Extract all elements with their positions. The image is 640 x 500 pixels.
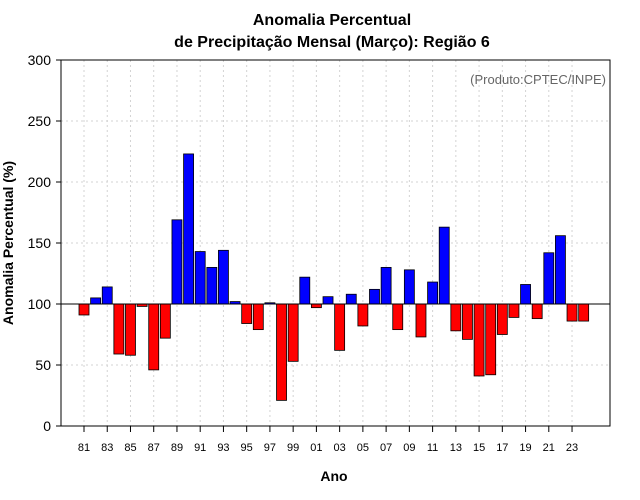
x-tick-label: 11 bbox=[427, 442, 438, 454]
x-tick-label: 01 bbox=[310, 442, 322, 454]
chart-title-line1: Anomalia Percentual bbox=[253, 12, 411, 29]
x-tick-label: 97 bbox=[264, 442, 276, 454]
bar-2014 bbox=[462, 303, 473, 340]
x-axis: 81 83 85 87 89 91 93 95 97 99 01 03 05 07 09 11 13 15 17 19… bbox=[78, 426, 578, 454]
x-tick-label: 17 bbox=[496, 442, 508, 454]
y-tick-label: 200 bbox=[28, 174, 52, 190]
x-axis-label: Ano bbox=[320, 468, 347, 484]
y-tick-label: 150 bbox=[28, 235, 52, 251]
bar-2009 bbox=[403, 269, 415, 305]
x-tick-label: 83 bbox=[101, 442, 113, 454]
bar-1983 bbox=[101, 286, 113, 305]
bar-2023 bbox=[566, 303, 578, 322]
x-tick-label: 87 bbox=[148, 442, 160, 454]
bar-1990 bbox=[183, 153, 194, 305]
y-tick-label: 300 bbox=[28, 52, 52, 68]
bar-2024 bbox=[578, 303, 590, 322]
x-tick-label: 85 bbox=[124, 442, 136, 454]
y-tick-label: 250 bbox=[28, 113, 52, 129]
bar-2004 bbox=[345, 293, 357, 305]
bar-1985 bbox=[125, 303, 136, 356]
x-tick-label: 91 bbox=[194, 442, 206, 454]
chart-title-line2: de Precipitação Mensal (Março): Região 6 bbox=[174, 34, 490, 51]
bar-2018 bbox=[508, 303, 520, 318]
x-tick-label: 89 bbox=[171, 442, 183, 454]
bar-2006 bbox=[369, 288, 380, 305]
bar-2020 bbox=[531, 303, 543, 320]
bar-1989 bbox=[171, 219, 183, 305]
bar-2015 bbox=[473, 303, 485, 377]
bar-1987 bbox=[148, 303, 160, 371]
bar-1998 bbox=[276, 303, 287, 401]
bar-1981 bbox=[78, 303, 90, 316]
bar-2017 bbox=[496, 303, 508, 335]
bar-1991 bbox=[194, 251, 206, 305]
bar-2013 bbox=[450, 303, 462, 332]
bar-1988 bbox=[159, 303, 171, 339]
bar-2011 bbox=[427, 281, 439, 305]
x-tick-label: 15 bbox=[473, 442, 485, 454]
bar-2022 bbox=[555, 235, 566, 305]
x-tick-label: 05 bbox=[357, 442, 369, 454]
x-tick-label: 99 bbox=[287, 442, 299, 454]
bar-2008 bbox=[392, 303, 404, 331]
bar-2007 bbox=[380, 266, 392, 305]
credit-label: (Produto:CPTEC/INPE) bbox=[470, 72, 606, 87]
bar-2012 bbox=[438, 226, 450, 305]
bar-1996 bbox=[252, 303, 264, 331]
bar-2003 bbox=[334, 303, 346, 351]
y-tick-label: 100 bbox=[28, 296, 52, 312]
bar-1999 bbox=[287, 303, 299, 362]
x-tick-label: 81 bbox=[78, 442, 90, 454]
bar-2010 bbox=[415, 303, 427, 338]
bar-2005 bbox=[357, 303, 369, 327]
y-axis: 0 50 100 150 200 250 300 bbox=[28, 52, 61, 434]
bar-1992 bbox=[206, 266, 218, 305]
bars bbox=[78, 153, 590, 401]
x-tick-label: 95 bbox=[241, 442, 253, 454]
bar-2001 bbox=[310, 303, 322, 309]
bar-1995 bbox=[241, 303, 253, 324]
y-tick-label: 50 bbox=[35, 357, 51, 373]
x-tick-label: 03 bbox=[334, 442, 346, 454]
bar-2002 bbox=[322, 296, 334, 305]
y-axis-label: Anomalia Percentual (%) bbox=[0, 161, 16, 325]
y-tick-label: 0 bbox=[43, 418, 51, 434]
bar-1993 bbox=[218, 249, 229, 305]
bar-2016 bbox=[485, 303, 497, 376]
x-tick-label: 07 bbox=[380, 442, 392, 454]
x-tick-label: 93 bbox=[217, 442, 229, 454]
x-tick-label: 13 bbox=[450, 442, 462, 454]
bar-2000 bbox=[299, 276, 311, 305]
x-tick-label: 21 bbox=[543, 442, 555, 454]
x-tick-label: 23 bbox=[566, 442, 578, 454]
bar-1984 bbox=[113, 303, 125, 355]
x-tick-label: 19 bbox=[519, 442, 531, 454]
bar-2019 bbox=[520, 284, 531, 305]
bar-2021 bbox=[543, 252, 555, 305]
bar-1982 bbox=[90, 297, 102, 305]
x-tick-label: 09 bbox=[403, 442, 415, 454]
